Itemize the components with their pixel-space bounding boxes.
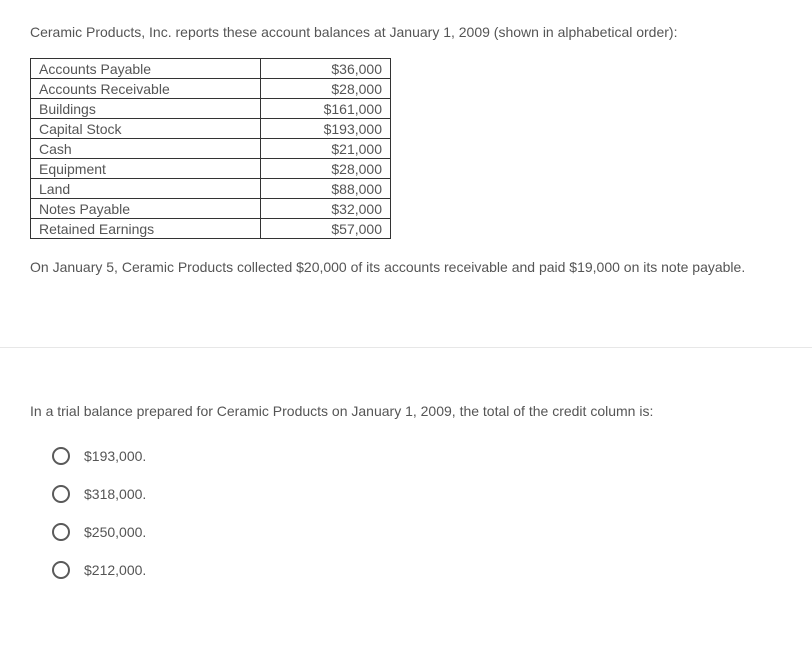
- account-name: Retained Earnings: [31, 219, 261, 239]
- account-name: Cash: [31, 139, 261, 159]
- options-group: $193,000. $318,000. $250,000. $212,000.: [30, 447, 782, 579]
- after-text: On January 5, Ceramic Products collected…: [30, 257, 782, 277]
- account-value: $36,000: [261, 59, 391, 79]
- account-value: $28,000: [261, 159, 391, 179]
- table-row: Accounts Receivable$28,000: [31, 79, 391, 99]
- question-container: Ceramic Products, Inc. reports these acc…: [0, 0, 812, 623]
- table-row: Equipment$28,000: [31, 159, 391, 179]
- option-3[interactable]: $212,000.: [52, 561, 782, 579]
- account-name: Capital Stock: [31, 119, 261, 139]
- account-name: Notes Payable: [31, 199, 261, 219]
- radio-icon[interactable]: [52, 523, 70, 541]
- account-value: $88,000: [261, 179, 391, 199]
- table-row: Retained Earnings$57,000: [31, 219, 391, 239]
- account-value: $21,000: [261, 139, 391, 159]
- option-label: $250,000.: [84, 524, 146, 540]
- table-row: Land$88,000: [31, 179, 391, 199]
- account-value: $28,000: [261, 79, 391, 99]
- table-row: Accounts Payable$36,000: [31, 59, 391, 79]
- table-row: Notes Payable$32,000: [31, 199, 391, 219]
- balances-table: Accounts Payable$36,000Accounts Receivab…: [30, 58, 391, 239]
- option-2[interactable]: $250,000.: [52, 523, 782, 541]
- question-text: In a trial balance prepared for Ceramic …: [30, 403, 782, 419]
- balances-body: Accounts Payable$36,000Accounts Receivab…: [31, 59, 391, 239]
- account-name: Equipment: [31, 159, 261, 179]
- option-1[interactable]: $318,000.: [52, 485, 782, 503]
- option-label: $193,000.: [84, 448, 146, 464]
- table-row: Buildings$161,000: [31, 99, 391, 119]
- radio-icon[interactable]: [52, 447, 70, 465]
- radio-icon[interactable]: [52, 561, 70, 579]
- account-name: Accounts Receivable: [31, 79, 261, 99]
- account-name: Accounts Payable: [31, 59, 261, 79]
- option-0[interactable]: $193,000.: [52, 447, 782, 465]
- account-value: $193,000: [261, 119, 391, 139]
- account-value: $32,000: [261, 199, 391, 219]
- intro-text: Ceramic Products, Inc. reports these acc…: [30, 24, 782, 40]
- radio-icon[interactable]: [52, 485, 70, 503]
- account-name: Land: [31, 179, 261, 199]
- table-row: Capital Stock$193,000: [31, 119, 391, 139]
- option-label: $318,000.: [84, 486, 146, 502]
- table-row: Cash$21,000: [31, 139, 391, 159]
- option-label: $212,000.: [84, 562, 146, 578]
- account-name: Buildings: [31, 99, 261, 119]
- account-value: $161,000: [261, 99, 391, 119]
- section-divider: [0, 347, 812, 348]
- account-value: $57,000: [261, 219, 391, 239]
